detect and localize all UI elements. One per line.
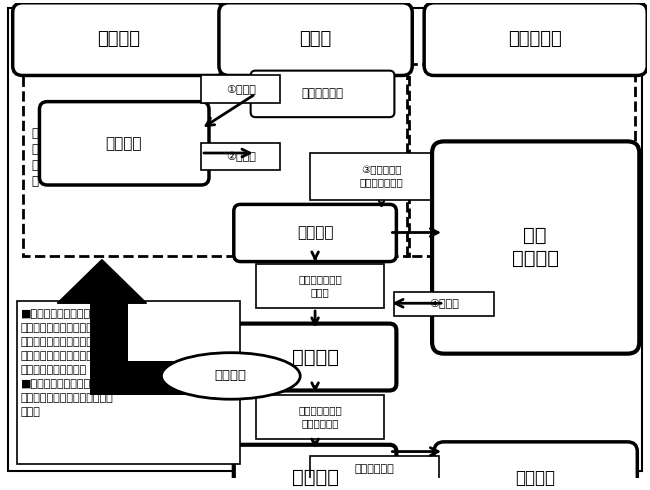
- Text: 報告収受: 報告収受: [515, 469, 555, 487]
- Bar: [23, 64, 410, 256]
- Bar: [255, 395, 385, 439]
- Text: 変更発生: 変更発生: [214, 369, 247, 383]
- Text: 審査
認定通知: 審査 認定通知: [512, 226, 559, 269]
- Text: 認定申請: 認定申請: [297, 225, 333, 240]
- Bar: [90, 362, 219, 395]
- FancyBboxPatch shape: [219, 3, 412, 75]
- Text: 申請者: 申請者: [299, 29, 332, 48]
- Bar: [17, 301, 240, 464]
- FancyBboxPatch shape: [434, 442, 637, 490]
- Bar: [201, 143, 280, 171]
- FancyBboxPatch shape: [251, 71, 395, 117]
- FancyBboxPatch shape: [234, 323, 396, 391]
- Text: ③認定申請書
（適合証添付）: ③認定申請書 （適合証添付）: [359, 165, 404, 188]
- Text: 工事着工: 工事着工: [292, 348, 339, 367]
- Bar: [90, 303, 127, 384]
- Text: 審査機関: 審査機関: [98, 29, 140, 48]
- Text: 技術審査: 技術審査: [105, 136, 142, 151]
- FancyBboxPatch shape: [424, 3, 647, 75]
- Text: ②適合証: ②適合証: [226, 152, 255, 162]
- FancyBboxPatch shape: [234, 204, 396, 262]
- Bar: [201, 75, 280, 102]
- Text: 認
定
申
請: 認 定 申 請: [31, 127, 38, 188]
- FancyBboxPatch shape: [13, 3, 226, 75]
- Ellipse shape: [161, 353, 300, 399]
- Text: 所管行政庁: 所管行政庁: [508, 29, 562, 48]
- Polygon shape: [57, 260, 146, 303]
- Text: 認定計画に従っ
た工事の確認: 認定計画に従っ た工事の確認: [298, 405, 342, 428]
- Bar: [310, 153, 454, 199]
- Bar: [395, 292, 493, 316]
- Bar: [408, 64, 635, 256]
- Text: ①依頼書: ①依頼書: [226, 84, 255, 94]
- FancyBboxPatch shape: [40, 101, 209, 185]
- FancyBboxPatch shape: [432, 142, 640, 354]
- Bar: [310, 456, 439, 481]
- Text: ■認定申請は工事着工前に行っ
てください。着工後の申請はで
きません。また、工事は建築確
認等の必要な手続きを行ってか
ら着工してください。
■計画を変更しよう: ■認定申請は工事着工前に行っ てください。着工後の申請はで きません。また、工事…: [21, 309, 117, 417]
- Text: 認定申請後に工
事着工: 認定申請後に工 事着工: [298, 274, 342, 297]
- FancyBboxPatch shape: [234, 445, 396, 490]
- Text: 技術審査依頼: 技術審査依頼: [301, 87, 343, 100]
- Bar: [255, 265, 385, 308]
- Text: 工事完了: 工事完了: [292, 468, 339, 487]
- Text: 工事完了報告: 工事完了報告: [355, 464, 395, 474]
- Text: ④認定証: ④認定証: [429, 298, 459, 308]
